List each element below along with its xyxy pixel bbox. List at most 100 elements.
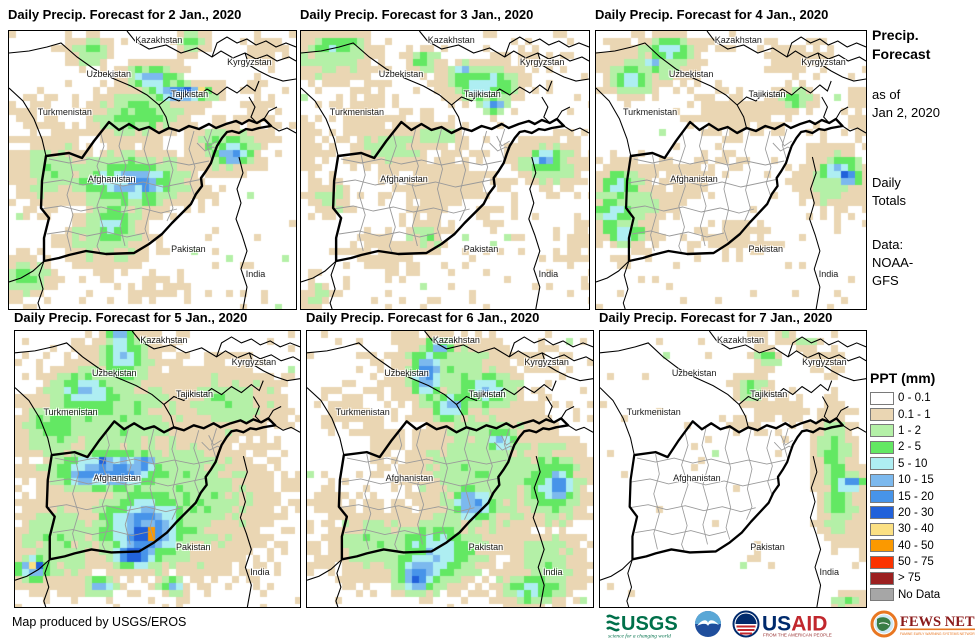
legend-item: > 75 — [870, 570, 974, 586]
international-border — [244, 52, 296, 82]
map-panel-day-7-jan: Kazakhstan Kyrgyzstan Uzbekistan Tajikistan… — [599, 330, 867, 608]
legend-item: 40 - 50 — [870, 538, 974, 554]
usaid-logo: USAID FROM THE AMERICAN PEOPLE — [732, 610, 832, 638]
international-border — [600, 342, 749, 428]
international-border — [541, 96, 551, 124]
country-label-india: India — [819, 566, 839, 577]
province-borders — [629, 425, 797, 554]
international-border — [456, 380, 557, 405]
international-border — [537, 52, 589, 82]
country-label-uzbekistan: Uzbekistan — [384, 368, 429, 379]
country-label-india: India — [818, 268, 839, 279]
international-border — [596, 260, 630, 283]
province-borders — [338, 425, 519, 554]
country-label-afghanistan: Afghanistan — [385, 473, 434, 484]
usaid-tagline: FROM THE AMERICAN PEOPLE — [763, 633, 832, 638]
legend-label: 30 - 40 — [898, 523, 934, 536]
precip-raster — [600, 331, 866, 607]
international-border — [563, 125, 589, 134]
data-source-line2: NOAA- — [872, 255, 914, 270]
legend-item: 5 - 10 — [870, 456, 974, 472]
country-label-afghanistan: Afghanistan — [670, 174, 718, 185]
legend-label: 5 - 10 — [898, 457, 928, 470]
international-border — [335, 559, 343, 607]
country-label-uzbekistan: Uzbekistan — [378, 68, 424, 79]
logo-bar: USGS science for a changing world USAID … — [606, 609, 975, 639]
international-border — [163, 380, 264, 405]
international-border — [560, 405, 575, 419]
country-label-kyrgyzstan: Kyrgyzstan — [802, 357, 847, 368]
international-border — [248, 96, 258, 124]
country-label-kyrgyzstan: Kyrgyzstan — [519, 57, 565, 68]
international-border — [235, 156, 248, 309]
fewsnet-tagline: FAMINE EARLY WARNING SYSTEMS NETWORK — [900, 632, 975, 636]
country-label-uzbekistan: Uzbekistan — [671, 368, 717, 379]
international-border — [817, 52, 866, 82]
legend-swatch — [870, 555, 894, 569]
international-border — [600, 558, 633, 581]
country-label-afghanistan: Afghanistan — [673, 473, 721, 484]
legend-item: 0.1 - 1 — [870, 406, 974, 422]
country-borders — [9, 31, 296, 309]
country-label-kyrgyzstan: Kyrgyzstan — [801, 57, 846, 68]
province-borders — [333, 125, 514, 256]
international-border — [267, 405, 282, 419]
country-label-pakistan: Pakistan — [463, 243, 499, 254]
usgs-logo: USGS science for a changing world — [606, 613, 678, 639]
country-label-pakistan: Pakistan — [171, 243, 206, 254]
country-label-tajikistan: Tajikistan — [176, 388, 214, 399]
legend-item: 30 - 40 — [870, 521, 974, 537]
international-border — [786, 36, 866, 58]
legend-swatch — [870, 539, 894, 553]
country-label-turkmenistan: Turkmenistan — [37, 107, 92, 118]
map-panel-day-5-jan: Kazakhstan Kyrgyzstan Uzbekistan Tajikistan… — [14, 330, 301, 608]
country-label-uzbekistan: Uzbekistan — [91, 368, 137, 379]
international-border — [596, 87, 632, 157]
country-label-tajikistan: Tajikistan — [748, 89, 786, 100]
international-border — [43, 559, 51, 607]
international-border — [706, 31, 866, 62]
international-border — [418, 31, 589, 62]
noaa-logo — [695, 611, 721, 637]
country-label-kazakhstan: Kazakhstan — [714, 35, 762, 46]
international-border — [626, 559, 633, 607]
precip-raster — [15, 331, 300, 607]
precip-raster — [307, 331, 593, 607]
svg-text:USAID: USAID — [762, 613, 827, 636]
legend-label: 0 - 0.1 — [898, 392, 931, 405]
international-border — [307, 558, 343, 581]
country-borders — [600, 331, 866, 607]
international-border — [787, 336, 866, 357]
country-label-turkmenistan: Turkmenistan — [626, 406, 681, 417]
country-label-kazakhstan: Kazakhstan — [140, 335, 188, 346]
country-label-india: India — [250, 566, 270, 577]
afghanistan-border — [331, 117, 566, 263]
country-label-kazakhstan: Kazakhstan — [427, 35, 475, 46]
international-border — [596, 42, 748, 129]
international-border — [738, 380, 833, 405]
panel-title: Daily Precip. Forecast for 7 Jan., 2020 — [599, 310, 833, 325]
legend-item: 10 - 15 — [870, 472, 974, 488]
legend-label: 50 - 75 — [898, 556, 934, 569]
international-border — [532, 455, 545, 607]
international-border — [131, 331, 300, 362]
country-label-tajikistan: Tajikistan — [468, 388, 506, 399]
province-borders — [626, 125, 796, 256]
country-label-kazakhstan: Kazakhstan — [135, 35, 183, 46]
country-label-tajikistan: Tajikistan — [171, 89, 209, 100]
international-border — [239, 455, 252, 607]
international-border — [451, 80, 553, 106]
international-border — [545, 396, 555, 423]
map-credit: Map produced by USGS/EROS — [12, 615, 187, 629]
asof-line2: Jan 2, 2020 — [872, 105, 940, 120]
afghanistan-border — [337, 417, 570, 561]
country-label-afghanistan: Afghanistan — [87, 174, 136, 185]
precip-raster — [301, 31, 589, 309]
international-border — [307, 387, 345, 456]
international-border — [622, 260, 630, 309]
data-source-line1: Data: — [872, 237, 904, 252]
international-border — [809, 455, 822, 607]
international-border — [15, 387, 53, 456]
panel-title: Daily Precip. Forecast for 4 Jan., 2020 — [595, 7, 829, 22]
